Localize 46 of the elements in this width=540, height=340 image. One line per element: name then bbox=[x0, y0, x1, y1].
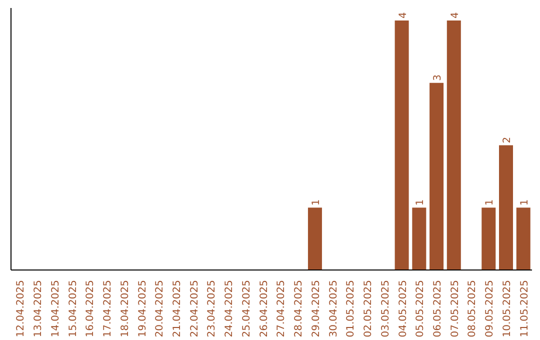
x-tick-label: 25.04.2025 bbox=[241, 280, 252, 338]
bar bbox=[516, 208, 530, 270]
x-tick-label: 28.04.2025 bbox=[294, 280, 305, 338]
data-label: 4 bbox=[398, 12, 409, 18]
bar bbox=[308, 208, 322, 270]
data-label: 1 bbox=[415, 199, 426, 206]
bar bbox=[482, 208, 496, 270]
x-tick-label: 24.04.2025 bbox=[224, 280, 236, 338]
bar bbox=[499, 145, 514, 270]
x-tick-label: 29.04.2025 bbox=[310, 280, 322, 338]
bar bbox=[430, 82, 444, 270]
x-tick-label: 27.04.2025 bbox=[276, 280, 288, 338]
x-tick-label: 26.04.2025 bbox=[258, 280, 270, 338]
data-label: 3 bbox=[432, 74, 444, 81]
x-tick-label: 09.05.2025 bbox=[484, 280, 496, 338]
x-tick-label: 21.04.2025 bbox=[172, 280, 183, 338]
x-tick-label: 07.05.2025 bbox=[450, 280, 461, 338]
x-tick-label: 05.05.2025 bbox=[415, 280, 426, 338]
x-tick-label: 17.04.2025 bbox=[102, 280, 114, 338]
x-tick-label: 20.04.2025 bbox=[154, 280, 166, 338]
x-tick-label: 23.04.2025 bbox=[206, 280, 218, 338]
x-tick-label: 01.05.2025 bbox=[346, 280, 357, 338]
x-tick-label: 18.04.2025 bbox=[120, 280, 131, 338]
data-label: 1 bbox=[310, 199, 322, 206]
x-tick-label: 06.05.2025 bbox=[432, 280, 444, 338]
data-label: 2 bbox=[502, 136, 514, 144]
x-tick-label: 03.05.2025 bbox=[380, 280, 392, 338]
x-tick-label: 13.04.2025 bbox=[33, 280, 44, 338]
data-label: 1 bbox=[484, 199, 496, 206]
x-tick-label: 14.04.2025 bbox=[50, 280, 62, 338]
x-tick-label: 11.05.2025 bbox=[519, 280, 530, 338]
x-tick-label: 04.05.2025 bbox=[398, 280, 409, 338]
x-tick-label: 10.05.2025 bbox=[502, 280, 513, 338]
x-tick-label: 08.05.2025 bbox=[467, 280, 478, 338]
x-tick-label: 19.04.2025 bbox=[137, 280, 148, 338]
bar bbox=[394, 20, 409, 270]
x-tick-label: 12.04.2025 bbox=[16, 280, 27, 338]
data-label: 1 bbox=[519, 199, 530, 206]
x-tick-label: 02.05.2025 bbox=[363, 280, 374, 338]
data-label: 4 bbox=[450, 12, 461, 18]
bar bbox=[412, 208, 426, 270]
x-tick-label: 22.04.2025 bbox=[189, 280, 200, 338]
x-tick-label: 16.04.2025 bbox=[85, 280, 96, 338]
bar bbox=[446, 20, 461, 270]
x-tick-label: 15.04.2025 bbox=[68, 280, 79, 338]
x-tick-label: 30.04.2025 bbox=[328, 280, 340, 338]
